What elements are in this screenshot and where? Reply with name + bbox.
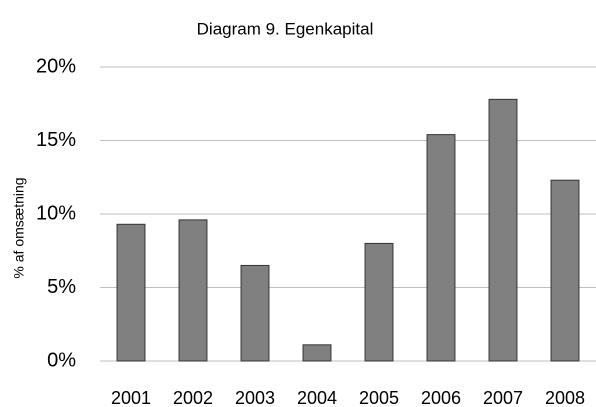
x-tick-label: 2002 (173, 388, 213, 407)
x-tick-label: 2008 (545, 388, 585, 407)
x-tick-label: 2003 (235, 388, 275, 407)
x-tick-label: 2001 (111, 388, 151, 407)
chart-title: Diagram 9. Egenkapital (197, 19, 374, 38)
bar (364, 242, 394, 362)
y-tick-label: 20% (36, 55, 76, 77)
bar (426, 134, 456, 362)
x-tick-label: 2006 (421, 388, 461, 407)
bar (488, 98, 518, 362)
y-tick-label: 0% (47, 349, 76, 371)
y-tick-label: 5% (47, 276, 76, 298)
bar (302, 344, 332, 362)
y-axis-label: % af omsætning (11, 177, 27, 278)
bar (116, 223, 146, 362)
x-tick-label: 2005 (359, 388, 399, 407)
bar (550, 179, 580, 362)
x-tick-label: 2007 (483, 388, 523, 407)
bar (240, 264, 270, 362)
bar (178, 219, 208, 362)
x-tick-label: 2004 (297, 388, 337, 407)
y-tick-label: 10% (36, 202, 76, 224)
y-tick-label: 15% (36, 129, 76, 151)
